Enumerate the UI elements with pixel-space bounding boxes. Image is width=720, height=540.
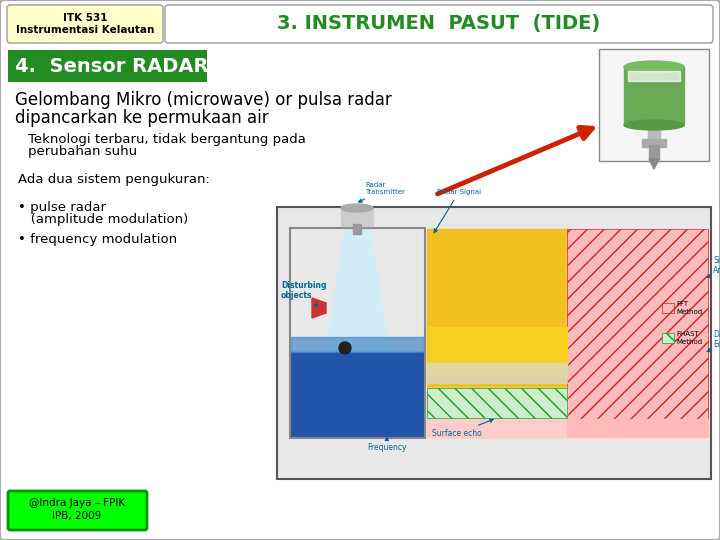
- Bar: [341, 208, 373, 226]
- Text: perubahan suhu: perubahan suhu: [28, 145, 137, 159]
- Bar: [642, 139, 666, 147]
- Bar: [290, 228, 425, 438]
- Bar: [427, 229, 567, 437]
- Text: Ada dua sistem pengukuran:: Ada dua sistem pengukuran:: [18, 173, 210, 186]
- FancyBboxPatch shape: [8, 50, 207, 82]
- Ellipse shape: [624, 61, 684, 73]
- Text: Frequency: Frequency: [367, 437, 407, 452]
- Text: FHAST
Method: FHAST Method: [676, 332, 702, 345]
- Ellipse shape: [341, 204, 373, 212]
- Text: Instrumentasi Kelautan: Instrumentasi Kelautan: [16, 25, 154, 35]
- Bar: [427, 388, 567, 418]
- Bar: [427, 388, 567, 418]
- FancyBboxPatch shape: [165, 5, 713, 43]
- Text: • frequency modulation: • frequency modulation: [18, 233, 177, 246]
- Text: Teknologi terbaru, tidak bergantung pada: Teknologi terbaru, tidak bergantung pada: [28, 133, 306, 146]
- Text: 3. INSTRUMEN  PASUT  (TIDE): 3. INSTRUMEN PASUT (TIDE): [277, 15, 600, 33]
- Bar: [624, 67, 684, 125]
- FancyBboxPatch shape: [599, 49, 709, 161]
- Text: Radar
Transmitter: Radar Transmitter: [359, 182, 405, 202]
- Text: Radar Signal: Radar Signal: [434, 189, 481, 233]
- Bar: [567, 419, 708, 437]
- FancyBboxPatch shape: [277, 207, 711, 479]
- Polygon shape: [315, 228, 400, 428]
- Bar: [662, 333, 674, 343]
- Text: IPB, 2009: IPB, 2009: [53, 511, 102, 521]
- Text: FFT
Method: FFT Method: [676, 301, 702, 314]
- Circle shape: [339, 342, 351, 354]
- Bar: [291, 337, 424, 352]
- Ellipse shape: [624, 120, 684, 130]
- Text: 4.  Sensor RADAR: 4. Sensor RADAR: [15, 57, 209, 76]
- Polygon shape: [312, 298, 326, 318]
- Text: ITK 531: ITK 531: [63, 13, 107, 23]
- Text: (amplitude modulation): (amplitude modulation): [18, 213, 188, 226]
- FancyBboxPatch shape: [8, 491, 147, 530]
- Bar: [427, 419, 567, 437]
- Bar: [662, 303, 674, 313]
- Bar: [567, 229, 708, 437]
- FancyBboxPatch shape: [7, 5, 163, 43]
- Bar: [291, 352, 424, 437]
- Text: • pulse radar: • pulse radar: [18, 200, 106, 213]
- Text: dipancarkan ke permukaan air: dipancarkan ke permukaan air: [15, 109, 269, 127]
- Bar: [427, 327, 567, 377]
- Text: Disturbing
Echoes: Disturbing Echoes: [707, 329, 720, 352]
- Text: Surface echo: Surface echo: [432, 419, 493, 438]
- Polygon shape: [649, 159, 659, 169]
- Bar: [353, 224, 361, 234]
- Bar: [567, 229, 708, 437]
- Text: Signal
Amplitude: Signal Amplitude: [707, 255, 720, 278]
- Bar: [648, 124, 660, 141]
- Text: @Indra Jaya – FPIK: @Indra Jaya – FPIK: [29, 498, 125, 508]
- Bar: [628, 71, 680, 81]
- Bar: [649, 145, 659, 159]
- Text: Gelombang Mikro (microwave) or pulsa radar: Gelombang Mikro (microwave) or pulsa rad…: [15, 91, 392, 109]
- Text: Disturbing
objects: Disturbing objects: [281, 281, 326, 307]
- Bar: [427, 363, 567, 383]
